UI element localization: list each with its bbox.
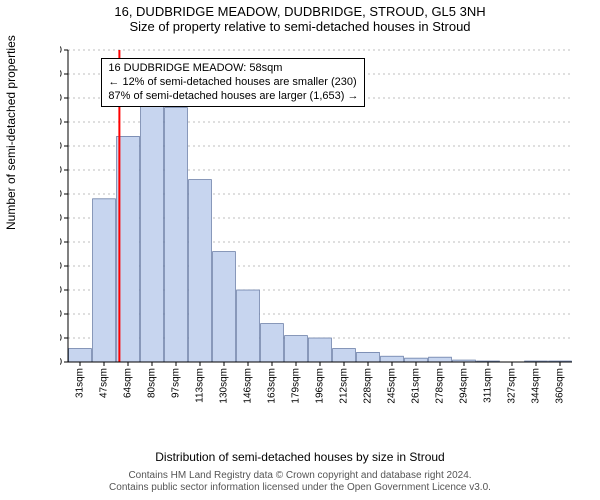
- svg-text:228sqm: 228sqm: [363, 368, 374, 404]
- footer-line-2: Contains public sector information licen…: [0, 482, 600, 494]
- title-line-1: 16, DUDBRIDGE MEADOW, DUDBRIDGE, STROUD,…: [0, 0, 600, 19]
- svg-text:146sqm: 146sqm: [243, 368, 254, 404]
- svg-text:97sqm: 97sqm: [171, 368, 182, 398]
- footer-text: Contains HM Land Registry data © Crown c…: [0, 470, 600, 494]
- svg-text:360sqm: 360sqm: [555, 368, 566, 404]
- svg-text:311sqm: 311sqm: [483, 368, 494, 403]
- svg-text:278sqm: 278sqm: [435, 368, 446, 404]
- svg-text:130sqm: 130sqm: [219, 368, 230, 404]
- svg-text:212sqm: 212sqm: [339, 368, 350, 404]
- chart-container: 16, DUDBRIDGE MEADOW, DUDBRIDGE, STROUD,…: [0, 0, 600, 500]
- svg-text:245sqm: 245sqm: [387, 368, 398, 404]
- svg-text:64sqm: 64sqm: [123, 368, 134, 398]
- x-axis-label: Distribution of semi-detached houses by …: [0, 450, 600, 464]
- svg-text:261sqm: 261sqm: [411, 368, 422, 404]
- svg-text:31sqm: 31sqm: [75, 368, 86, 398]
- plot-area: 0501001502002503003504004505005506006503…: [60, 44, 580, 424]
- annotation-line-1: 16 DUDBRIDGE MEADOW: 58sqm: [108, 62, 358, 76]
- svg-text:80sqm: 80sqm: [147, 368, 158, 398]
- svg-text:196sqm: 196sqm: [315, 368, 326, 404]
- title-line-2: Size of property relative to semi-detach…: [0, 19, 600, 36]
- svg-text:344sqm: 344sqm: [531, 368, 542, 404]
- svg-text:327sqm: 327sqm: [507, 368, 518, 404]
- annotation-line-3: 87% of semi-detached houses are larger (…: [108, 90, 358, 104]
- svg-text:179sqm: 179sqm: [291, 368, 302, 404]
- svg-text:294sqm: 294sqm: [459, 368, 470, 404]
- annotation-box: 16 DUDBRIDGE MEADOW: 58sqm ← 12% of semi…: [101, 58, 365, 107]
- svg-text:47sqm: 47sqm: [99, 368, 110, 398]
- footer-line-1: Contains HM Land Registry data © Crown c…: [0, 470, 600, 482]
- svg-text:113sqm: 113sqm: [195, 368, 206, 403]
- annotation-line-2: ← 12% of semi-detached houses are smalle…: [108, 76, 358, 90]
- y-axis-label: Number of semi-detached properties: [4, 35, 18, 230]
- svg-text:163sqm: 163sqm: [267, 368, 278, 404]
